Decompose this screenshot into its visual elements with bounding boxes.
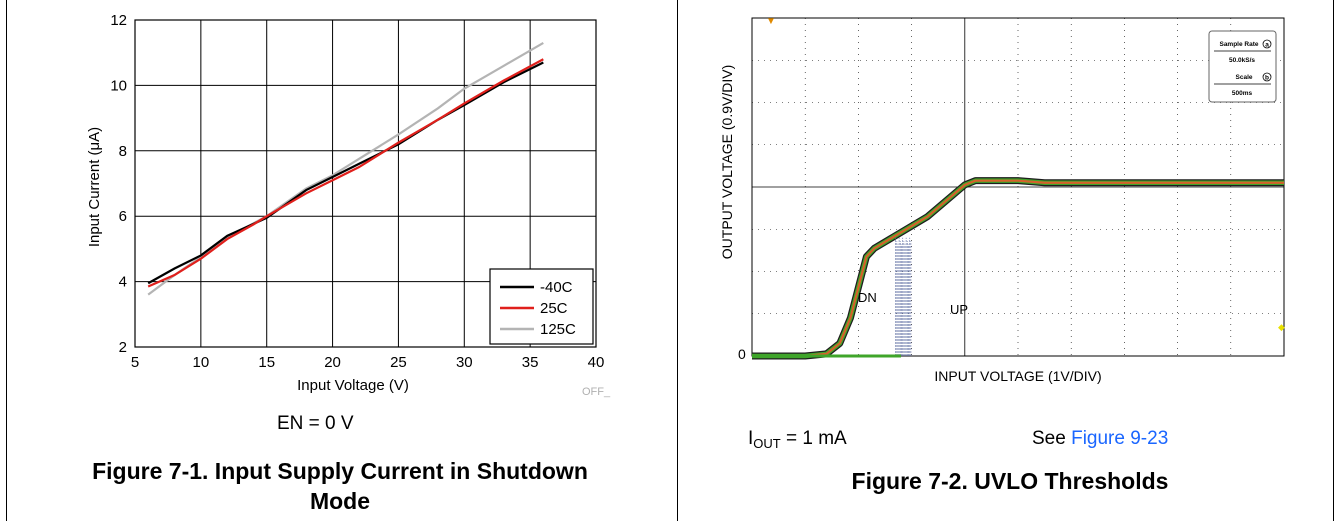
x-tick-label: 35 <box>522 354 539 371</box>
x-tick-label: 40 <box>588 354 605 371</box>
legend-box <box>489 268 594 345</box>
legend-label--40C: -40C <box>540 279 573 296</box>
tick-labels: 5 10 15 20 25 30 35 40 2 4 6 8 10 12 <box>110 12 604 371</box>
y-tick-label: 6 <box>119 208 127 225</box>
left-figure-caption: Figure 7-1. Input Supply Current in Shut… <box>70 456 610 516</box>
annotation-up: UP <box>950 302 968 317</box>
y-axis-label: OUTPUT VOLTAGE (0.9V/DIV) <box>719 65 735 259</box>
series-line--40C <box>147 61 544 285</box>
series-group <box>752 177 1284 360</box>
legend-label-25C: 25C <box>540 300 568 317</box>
x-axis-label: INPUT VOLTAGE (1V/DIV) <box>934 368 1101 384</box>
y-tick-label: 10 <box>110 77 127 94</box>
level-marker-icon: ◆ <box>1278 322 1285 332</box>
right-see-reference: See Figure 9-23 <box>1032 428 1169 449</box>
x-tick-label: 20 <box>324 354 341 371</box>
x-tick-label: 15 <box>258 354 275 371</box>
right-figure-caption: Figure 7-2. UVLO Thresholds <box>851 468 1169 494</box>
scale-label: Scale <box>1236 74 1253 81</box>
sample-rate-label: Sample Rate <box>1219 41 1258 48</box>
scale-value: 500ms <box>1232 90 1253 97</box>
series-line-125C <box>147 41 544 296</box>
series-group <box>147 41 544 296</box>
grid <box>134 19 597 348</box>
legend-label-125C: 125C <box>540 321 576 338</box>
legend: -40C 25C 125C <box>489 268 594 345</box>
shutdown-current-chart: 5 10 15 20 25 30 35 40 2 4 6 8 10 12 Input Voltage (V… <box>86 12 611 398</box>
marker-b-text: b <box>1265 75 1269 82</box>
x-axis-label: Input Voltage (V) <box>297 377 409 394</box>
left-condition: EN = 0 V <box>277 413 354 434</box>
series-line-25C <box>147 58 544 288</box>
y-tick-label: 2 <box>119 339 127 356</box>
zero-label: 0 <box>738 346 746 362</box>
x-tick-label: 25 <box>390 354 407 371</box>
trace-dn <box>752 179 1284 358</box>
x-tick-label: 30 <box>456 354 473 371</box>
marker-b-icon <box>1262 72 1272 82</box>
annotation-dn: DN <box>858 290 877 305</box>
x-tick-label: 5 <box>131 354 139 371</box>
y-tick-label: 4 <box>119 274 127 291</box>
page-frame <box>6 0 1334 521</box>
trigger-marker-icon: ▼ <box>766 16 776 27</box>
panel-divider <box>677 0 678 521</box>
left-caption-line2: Mode <box>309 488 371 514</box>
y-axis-label: Input Current (μA) <box>86 127 103 247</box>
plot-border <box>134 19 597 348</box>
scope-info-box: Sample Rate a 50.0kS/s Scale b 500ms <box>1208 30 1277 103</box>
marker-a-text: a <box>1265 42 1269 49</box>
marker-a-icon <box>1262 39 1272 49</box>
y-tick-label: 8 <box>119 143 127 160</box>
sample-rate-value: 50.0kS/s <box>1229 57 1255 64</box>
right-condition: IOUT = 1 mA <box>748 428 847 451</box>
left-caption-line1: Figure 7-1. Input Supply Current in Shut… <box>92 458 588 484</box>
watermark-text: OFF_ <box>582 386 611 398</box>
uvlo-scope-chart: ▼ ◆ 0 DN UP INPUT VOLTAGE (1V/DIV) OUTPU… <box>719 16 1285 384</box>
y-tick-label: 12 <box>110 12 127 29</box>
figure-link[interactable]: Figure 9-23 <box>1071 428 1169 449</box>
x-tick-label: 10 <box>193 354 210 371</box>
